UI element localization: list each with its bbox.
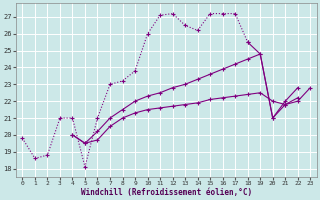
X-axis label: Windchill (Refroidissement éolien,°C): Windchill (Refroidissement éolien,°C): [81, 188, 252, 197]
